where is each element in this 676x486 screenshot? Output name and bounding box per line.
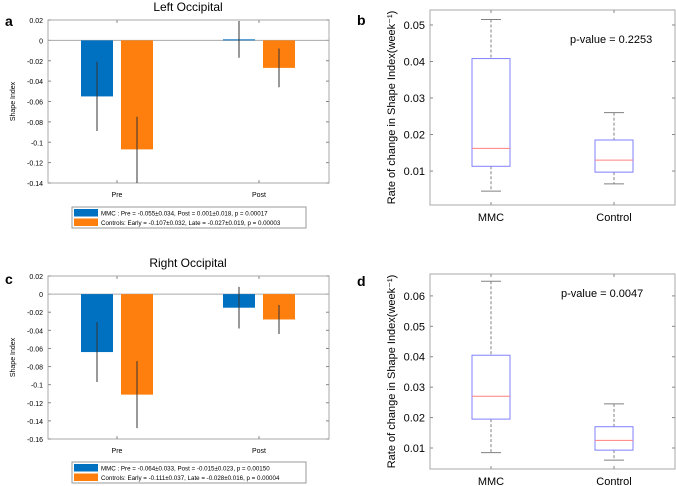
x-tick-label: MMC (478, 212, 504, 224)
x-tick-label: Post (252, 192, 266, 199)
plot-frame (429, 9, 676, 206)
legend-entry: Controls: Early = -0.111±0.037, Late = -… (101, 475, 280, 482)
legend-swatch-controls (74, 218, 98, 226)
legend-swatch-mmc (74, 464, 98, 472)
legend-entry: MMC : Pre = -0.064±0.033, Post = -0.015±… (101, 466, 270, 473)
y-tick-label: 0.02 (29, 18, 43, 25)
legend-swatch-controls (74, 473, 98, 481)
y-tick-label: -0.14 (27, 419, 43, 426)
y-tick-label: -0.1 (31, 140, 43, 147)
y-tick-label: -0.04 (27, 328, 43, 335)
box-mmc (471, 18, 511, 192)
x-tick-label: Control (596, 212, 631, 224)
box-mmc (471, 280, 511, 454)
y-tick-label: -0.06 (27, 346, 43, 353)
y-tick-label: 0.02 (404, 413, 425, 425)
y-tick-label: -0.04 (27, 79, 43, 86)
panel-c: c 0.02 0 -0.02 -0.04 -0.06 -0.08 -0.1 -0.12 -0.14… (5, 256, 330, 484)
y-tick-label: -0.16 (27, 437, 43, 444)
y-tick-label: -0.06 (27, 100, 43, 107)
x-tick-label: Post (252, 448, 266, 455)
plot-frame (429, 273, 676, 470)
panel-letter: c (5, 271, 13, 287)
y-tick-label: -0.02 (27, 59, 43, 66)
legend-box (71, 206, 307, 229)
legend-box (71, 461, 307, 484)
iqr-box (471, 354, 511, 420)
y-tick-label: 0.01 (404, 443, 425, 455)
box-control (594, 403, 634, 461)
y-axis-label: Shape Index (10, 337, 17, 377)
legend: MMC : Pre = -0.064±0.033, Post = -0.015±… (71, 461, 307, 484)
iqr-box (471, 58, 511, 167)
legend-swatch-mmc (74, 209, 98, 217)
panel-b: b 0.05 0.04 0.03 0.02 0.01 MMC Control Rate of c… (357, 9, 676, 224)
x-tick-label: MMC (478, 476, 504, 486)
panel-a: a 0.02 0 -0.02 -0.04 -0.06 -0.08 -0.1 -0.12 -0.14… (5, 0, 330, 229)
y-tick-label: 0.02 (404, 130, 425, 142)
y-tick-label: 0.03 (404, 382, 425, 394)
panel-letter: d (357, 273, 366, 289)
x-tick-label: Control (596, 476, 631, 486)
y-axis-label: Rate of change in Shape Index(week⁻¹) (386, 275, 398, 469)
y-tick-label: -0.14 (27, 181, 43, 188)
chart-title: Left Occipital (153, 0, 222, 14)
y-tick-label: 0.02 (29, 274, 43, 281)
legend: MMC : Pre = -0.055±0.034, Post = 0.001±0… (71, 206, 307, 229)
y-tick-label: 0 (39, 292, 43, 299)
y-tick-label: 0.05 (404, 321, 425, 333)
plot-frame (47, 275, 330, 440)
y-axis-label: Rate of change in Shape Index(week⁻¹) (386, 11, 398, 205)
y-axis-label: Shape Index (10, 81, 17, 121)
y-tick-label: -0.1 (31, 383, 43, 390)
x-tick-label: Pre (112, 192, 123, 199)
y-tick-label: 0.01 (404, 166, 425, 178)
legend-entry: MMC : Pre = -0.055±0.034, Post = 0.001±0… (101, 211, 268, 218)
y-tick-label: 0.04 (404, 56, 425, 68)
panel-d: d 0.06 0.05 0.04 0.03 0.02 0.01 MMC Control Rate … (357, 273, 676, 486)
y-tick-label: 0.05 (404, 20, 425, 32)
y-tick-label: -0.12 (27, 401, 43, 408)
panel-letter: b (357, 12, 366, 28)
chart-title: Right Occipital (149, 256, 226, 270)
y-tick-label: 0.04 (404, 352, 425, 364)
box-control (594, 112, 634, 185)
y-tick-label: 0 (39, 38, 43, 45)
legend-entry: Controls: Early = -0.107±0.032, Late = -… (101, 220, 281, 227)
y-tick-label: -0.12 (27, 161, 43, 168)
y-tick-label: -0.02 (27, 310, 43, 317)
y-tick-label: 0.06 (404, 291, 425, 303)
p-value-annotation: p-value = 0.0047 (561, 288, 643, 300)
y-tick-label: 0.03 (404, 93, 425, 105)
y-tick-label: -0.08 (27, 120, 43, 127)
y-tick-label: -0.08 (27, 365, 43, 372)
iqr-box (594, 426, 634, 451)
p-value-annotation: p-value = 0.2253 (570, 34, 652, 46)
panel-letter: a (5, 13, 13, 29)
iqr-box (594, 139, 634, 173)
x-tick-label: Pre (112, 448, 123, 455)
